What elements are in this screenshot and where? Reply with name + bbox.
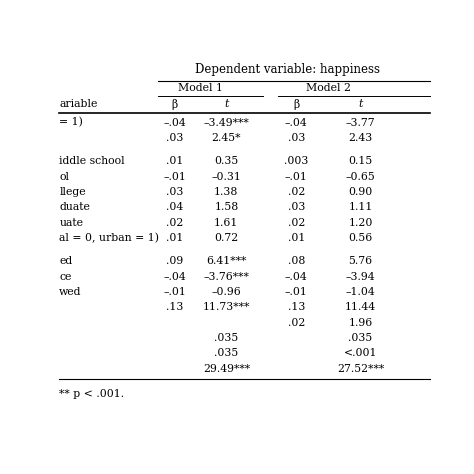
- Text: –.01: –.01: [164, 287, 186, 297]
- Text: t: t: [358, 100, 363, 109]
- Text: .01: .01: [288, 233, 305, 243]
- Text: –.04: –.04: [285, 272, 308, 282]
- Text: –.01: –.01: [164, 172, 186, 182]
- Text: –.04: –.04: [285, 118, 308, 128]
- Text: iddle school: iddle school: [59, 156, 125, 166]
- Text: 0.72: 0.72: [214, 233, 238, 243]
- Text: .02: .02: [288, 318, 305, 328]
- Text: ce: ce: [59, 272, 72, 282]
- Text: –.01: –.01: [285, 172, 308, 182]
- Text: 11.44: 11.44: [345, 302, 376, 312]
- Text: ** p < .001.: ** p < .001.: [59, 390, 124, 400]
- Text: Dependent variable: happiness: Dependent variable: happiness: [194, 63, 380, 76]
- Text: 27.52***: 27.52***: [337, 364, 384, 374]
- Text: ed: ed: [59, 256, 73, 266]
- Text: β: β: [172, 99, 178, 110]
- Text: duate: duate: [59, 202, 90, 212]
- Text: β: β: [293, 99, 299, 110]
- Text: .035: .035: [214, 348, 238, 358]
- Text: –.04: –.04: [164, 272, 186, 282]
- Text: .02: .02: [288, 218, 305, 228]
- Text: t: t: [224, 100, 228, 109]
- Text: Model 1: Model 1: [178, 83, 223, 93]
- Text: 0.35: 0.35: [214, 156, 238, 166]
- Text: .01: .01: [166, 156, 183, 166]
- Text: llege: llege: [59, 187, 86, 197]
- Text: 1.11: 1.11: [348, 202, 373, 212]
- Text: wed: wed: [59, 287, 82, 297]
- Text: ariable: ariable: [59, 100, 98, 109]
- Text: .03: .03: [166, 133, 183, 143]
- Text: .02: .02: [288, 187, 305, 197]
- Text: 5.76: 5.76: [348, 256, 373, 266]
- Text: 1.58: 1.58: [214, 202, 238, 212]
- Text: = 1): = 1): [59, 118, 83, 128]
- Text: al = 0, urban = 1): al = 0, urban = 1): [59, 233, 159, 243]
- Text: Model 2: Model 2: [306, 83, 351, 93]
- Text: –3.76***: –3.76***: [203, 272, 249, 282]
- Text: 1.38: 1.38: [214, 187, 238, 197]
- Text: .13: .13: [166, 302, 183, 312]
- Text: .02: .02: [166, 218, 183, 228]
- Text: .08: .08: [288, 256, 305, 266]
- Text: <.001: <.001: [344, 348, 377, 358]
- Text: 1.20: 1.20: [348, 218, 373, 228]
- Text: –.04: –.04: [164, 118, 186, 128]
- Text: .035: .035: [214, 333, 238, 343]
- Text: .03: .03: [166, 187, 183, 197]
- Text: ol: ol: [59, 172, 69, 182]
- Text: .03: .03: [288, 202, 305, 212]
- Text: 2.45*: 2.45*: [212, 133, 241, 143]
- Text: –0.65: –0.65: [346, 172, 375, 182]
- Text: 0.15: 0.15: [348, 156, 373, 166]
- Text: .09: .09: [166, 256, 183, 266]
- Text: –3.77: –3.77: [346, 118, 375, 128]
- Text: 0.90: 0.90: [348, 187, 373, 197]
- Text: –1.04: –1.04: [346, 287, 375, 297]
- Text: –3.94: –3.94: [346, 272, 375, 282]
- Text: .035: .035: [348, 333, 373, 343]
- Text: –.01: –.01: [285, 287, 308, 297]
- Text: .01: .01: [166, 233, 183, 243]
- Text: –3.49***: –3.49***: [203, 118, 249, 128]
- Text: 11.73***: 11.73***: [203, 302, 250, 312]
- Text: .003: .003: [284, 156, 309, 166]
- Text: uate: uate: [59, 218, 83, 228]
- Text: –0.31: –0.31: [211, 172, 241, 182]
- Text: –0.96: –0.96: [211, 287, 241, 297]
- Text: 29.49***: 29.49***: [203, 364, 250, 374]
- Text: .03: .03: [288, 133, 305, 143]
- Text: 6.41***: 6.41***: [206, 256, 246, 266]
- Text: 0.56: 0.56: [348, 233, 373, 243]
- Text: .13: .13: [288, 302, 305, 312]
- Text: .04: .04: [166, 202, 183, 212]
- Text: 2.43: 2.43: [348, 133, 373, 143]
- Text: 1.61: 1.61: [214, 218, 238, 228]
- Text: 1.96: 1.96: [348, 318, 373, 328]
